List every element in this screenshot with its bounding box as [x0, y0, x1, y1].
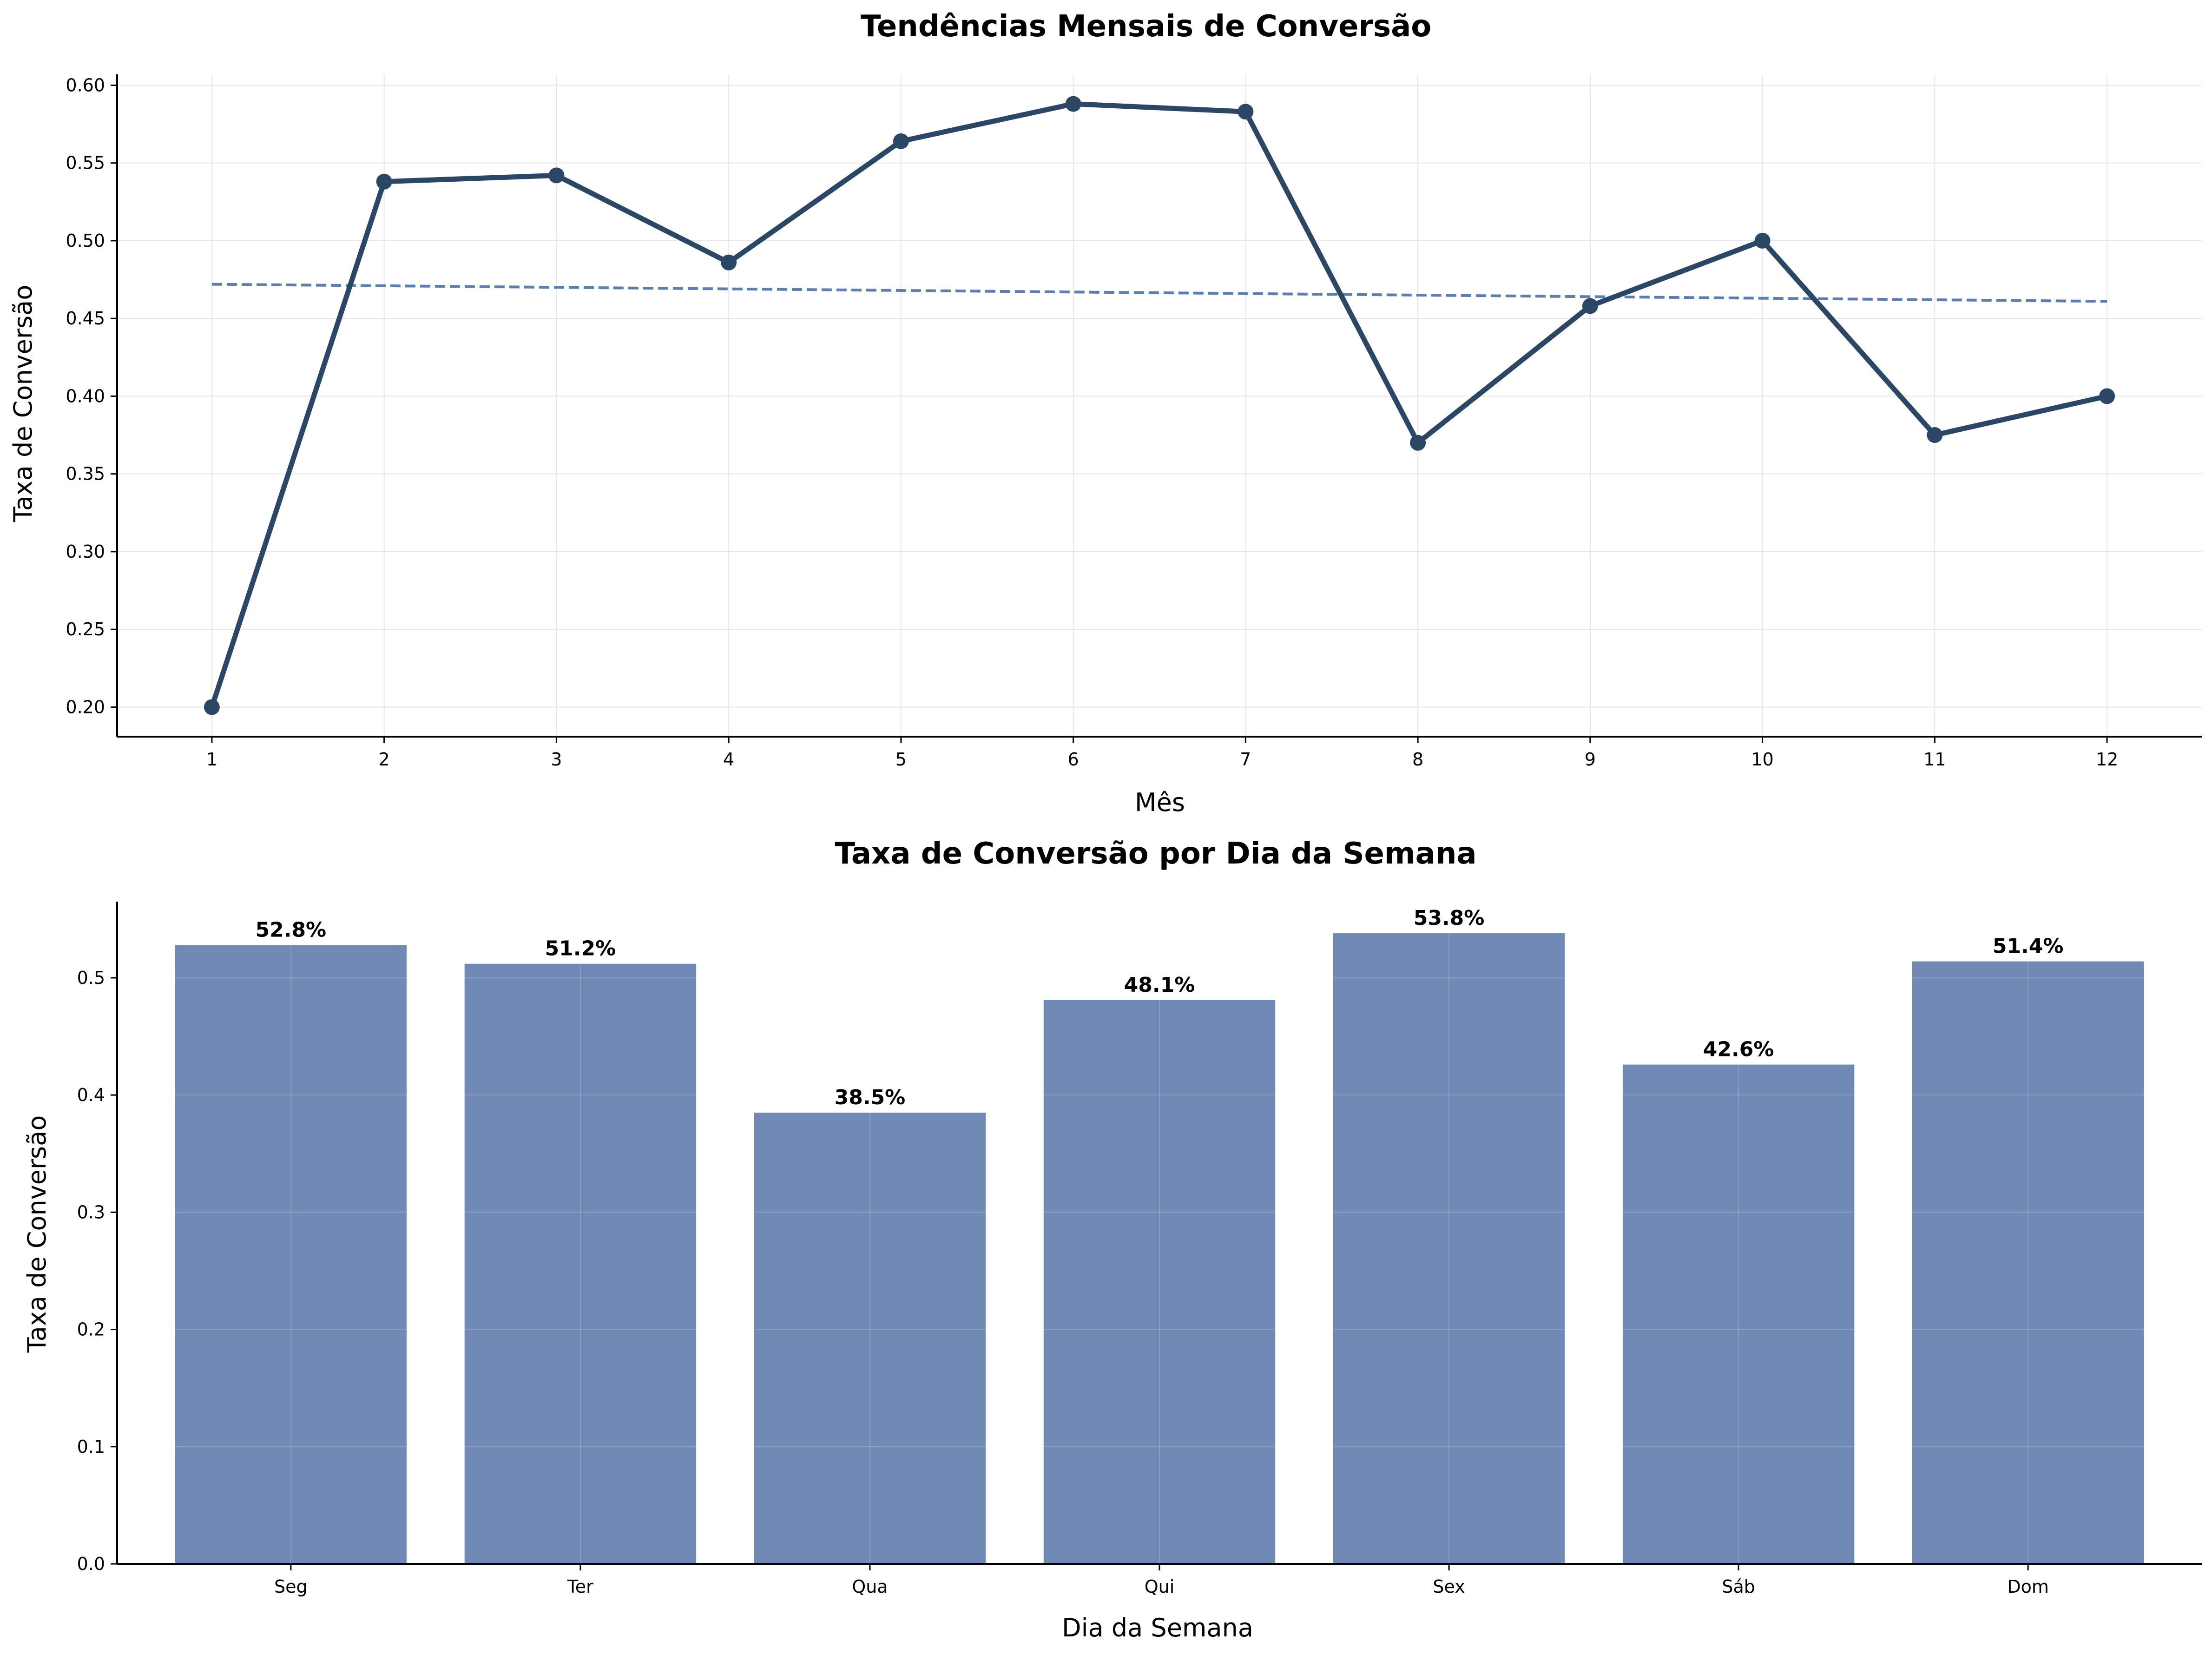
chart1-data-point: [721, 254, 737, 270]
chart1-x-tick-label: 1: [206, 749, 217, 770]
chart2-bar: [754, 1112, 986, 1564]
chart1-x-tick-label: 11: [1923, 749, 1946, 770]
chart2-x-tick-label: Dom: [2007, 1576, 2049, 1597]
chart2-title: Taxa de Conversão por Dia da Semana: [835, 837, 1476, 871]
weekday-conversion-chart: Taxa de Conversão por Dia da Semana Dia …: [22, 837, 2202, 1642]
chart1-data-point: [893, 133, 909, 149]
chart2-bar: [1333, 933, 1565, 1564]
chart2-x-tick-label: Sex: [1433, 1576, 1465, 1597]
chart1-data-point: [1927, 427, 1943, 443]
chart2-bars: [175, 933, 2144, 1564]
chart1-x-tick-label: 5: [895, 749, 907, 770]
chart2-bar: [1912, 961, 2144, 1564]
chart1-y-tick-label: 0.35: [66, 464, 105, 484]
chart1-data-point: [376, 173, 392, 190]
chart2-x-tick-label: Qui: [1145, 1576, 1175, 1597]
chart1-x-ticks: 1 2 3 4 5 6 7 8 9 10 11 12: [206, 737, 2118, 770]
chart1-x-tick-label: 9: [1585, 749, 1596, 770]
chart1-y-tick-label: 0.20: [66, 697, 105, 717]
chart2-y-axis-label: Taxa de Conversão: [22, 1115, 52, 1353]
chart1-x-tick-label: 3: [551, 749, 562, 770]
chart1-data-point: [1065, 96, 1081, 112]
chart2-data-label: 38.5%: [835, 1086, 906, 1109]
chart1-y-tick-label: 0.25: [66, 619, 105, 640]
chart1-gridlines: [117, 74, 2202, 737]
chart2-y-tick-label: 0.5: [77, 968, 105, 988]
chart1-x-tick-label: 12: [2096, 749, 2118, 770]
chart2-bar: [175, 945, 407, 1564]
chart1-x-tick-label: 6: [1068, 749, 1079, 770]
chart1-x-tick-label: 7: [1240, 749, 1251, 770]
chart1-data-point: [204, 699, 220, 715]
chart2-y-tick-label: 0.1: [77, 1437, 105, 1457]
chart2-y-tick-label: 0.4: [77, 1085, 105, 1105]
chart2-x-tick-label: Sáb: [1722, 1576, 1755, 1597]
chart1-y-tick-label: 0.50: [66, 231, 105, 251]
chart2-gridlines: [117, 902, 2202, 1564]
chart2-data-label: 42.6%: [1703, 1038, 1774, 1062]
chart1-y-tick-label: 0.60: [66, 75, 105, 95]
chart1-title: Tendências Mensais de Conversão: [861, 9, 1432, 44]
chart2-x-tick-label: Qua: [852, 1576, 888, 1597]
chart1-x-tick-label: 10: [1751, 749, 1773, 770]
chart1-data-point: [1410, 435, 1426, 451]
chart1-trend-line: [211, 283, 2107, 303]
chart1-data-point: [1754, 232, 1771, 249]
monthly-conversion-chart: Tendências Mensais de Conversão Mês Taxa…: [8, 9, 2202, 817]
chart1-y-axis-label: Taxa de Conversão: [8, 285, 38, 523]
chart2-y-ticks: 0.0 0.1 0.2 0.3 0.4 0.5: [77, 968, 117, 1574]
chart1-data-point: [1582, 298, 1598, 314]
chart1-y-tick-label: 0.55: [66, 153, 105, 173]
chart1-y-ticks: 0.20 0.25 0.30 0.35 0.40 0.45 0.50 0.55 0.60: [66, 75, 117, 717]
chart1-axes: [116, 74, 2202, 738]
chart2-y-tick-label: 0.3: [77, 1202, 105, 1222]
chart2-y-tick-label: 0.2: [77, 1319, 105, 1340]
chart1-data-point: [2099, 388, 2115, 404]
chart2-bar: [464, 963, 697, 1564]
chart2-bar: [1043, 1000, 1276, 1564]
chart1-x-tick-label: 8: [1412, 749, 1423, 770]
chart2-data-label: 51.2%: [545, 937, 616, 961]
chart2-bar: [1622, 1064, 1855, 1564]
chart1-data-point: [548, 167, 565, 184]
chart1-series-polyline: [209, 101, 2108, 708]
chart1-y-tick-label: 0.30: [66, 541, 105, 562]
chart1-data-point: [1238, 104, 1254, 120]
chart2-data-label: 52.8%: [256, 918, 327, 942]
chart2-x-ticks: Seg Ter Qua Qui Sex Sáb Dom: [274, 1564, 2049, 1597]
chart2-data-labels: 52.8% 51.2% 38.5% 48.1% 53.8% 42.6% 51.4%: [256, 906, 2064, 1109]
chart2-data-label: 48.1%: [1124, 973, 1195, 997]
chart2-x-tick-label: Seg: [274, 1576, 308, 1597]
chart1-x-tick-label: 2: [379, 749, 390, 770]
chart1-y-tick-label: 0.45: [66, 308, 105, 329]
chart1-trend-polyline: [211, 283, 2107, 303]
chart2-y-tick-label: 0.0: [77, 1554, 105, 1574]
chart2-data-label: 53.8%: [1414, 906, 1485, 930]
chart2-x-axis-label: Dia da Semana: [1062, 1613, 1253, 1642]
chart1-y-tick-label: 0.40: [66, 386, 105, 406]
chart1-x-tick-label: 4: [723, 749, 734, 770]
chart1-series-line: [209, 101, 2108, 708]
chart1-x-axis-label: Mês: [1135, 788, 1185, 817]
chart1-data-points: [204, 96, 2115, 715]
chart2-x-tick-label: Ter: [567, 1576, 593, 1597]
chart2-data-label: 51.4%: [1993, 935, 2064, 958]
